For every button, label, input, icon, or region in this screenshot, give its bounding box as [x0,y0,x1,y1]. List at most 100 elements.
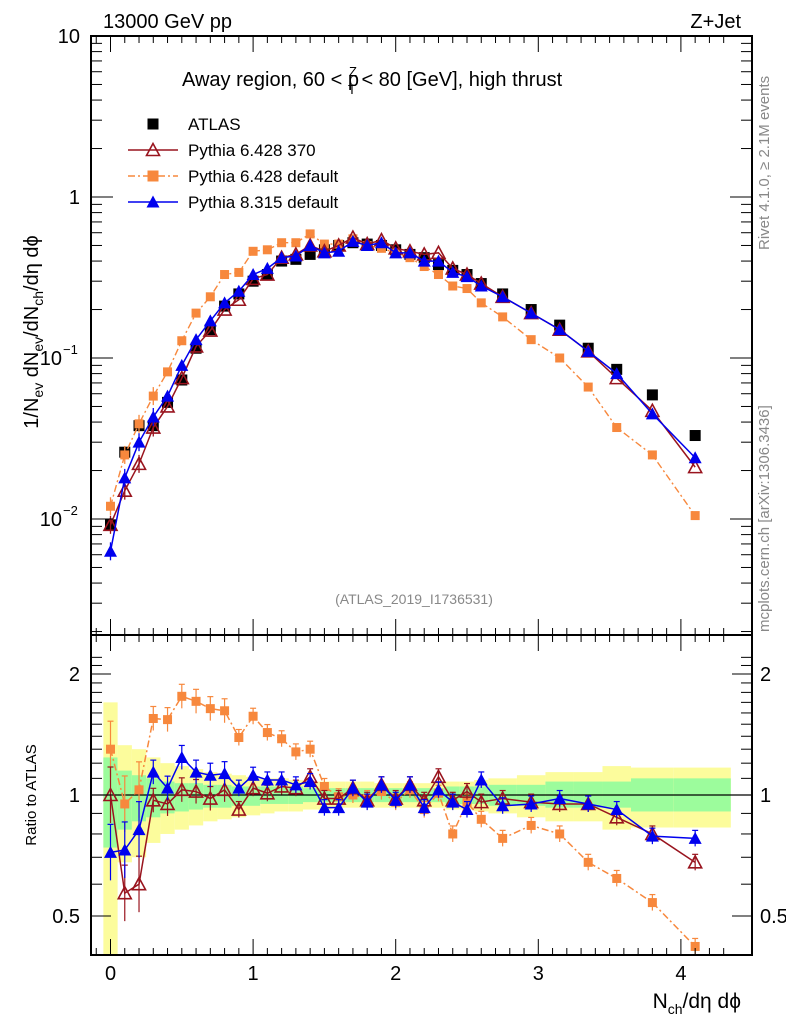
ratio-point [148,713,158,723]
ratio-point [245,779,261,795]
ratio-point [688,831,702,844]
ratio-point [145,792,162,807]
legend-label: Pythia 8.315 default [188,193,339,212]
ratio-point [273,778,290,793]
title-sup: Z [349,64,357,79]
data-point [220,270,230,280]
ratio-point [161,781,175,794]
ratio-point [202,790,219,805]
data-point [175,358,189,371]
legend-marker [147,170,159,182]
data-point [145,419,162,434]
title-pre: Away region, 60 < p [182,69,359,91]
data-point [431,254,445,267]
legend-marker [145,141,161,157]
ratio-point [132,823,146,836]
ratio-point [346,781,360,794]
ratio-point [104,845,117,858]
data-point [433,270,443,280]
ratio-point [496,799,510,812]
ratio-point [647,898,657,908]
data-point [260,261,274,274]
ratio-point [248,711,258,721]
data-point [173,369,190,385]
analysis-id: (ATLAS_2019_I1736531) [335,591,493,607]
ratio-point [163,715,173,725]
ratio-point [189,765,203,778]
ratio-point [260,773,274,786]
legend-item: Pythia 8.315 default [128,193,339,212]
data-point [118,471,132,484]
ratio-point [305,744,315,754]
ratio-point [220,706,230,716]
data-point [163,367,173,377]
legend: ATLAS Pythia 6.428 370 Pythia 6.428 defaul… [128,115,339,212]
data-point [690,511,700,521]
ratio-point [476,814,486,824]
ratio-point [173,781,190,797]
ratio-series-group [102,683,704,955]
data-point [645,407,659,420]
ratio-tick-label-right: 1 [760,785,771,807]
ratio-point [131,876,147,891]
data-point [496,290,510,303]
data-point [248,246,258,256]
ratio-point [581,797,595,810]
ratio-point [448,829,458,839]
ratio-point [232,781,246,794]
ratio-point [218,767,232,780]
ratio-point [146,765,160,778]
data-point [374,236,388,249]
series-line [109,233,696,516]
ratio-point [317,801,331,814]
data-point [246,268,260,281]
data-point [583,382,593,392]
series-line [109,240,696,552]
ratio-point [319,781,329,791]
ratio-tick-label-right: 2 [760,664,771,686]
series-pythia-6-428-370 [102,229,704,534]
data-point [389,246,403,259]
mcplots-info: mcplots.cern.ch [arXiv:1306.3436] [756,405,773,632]
data-point [216,301,233,316]
ratio-point [374,778,388,791]
ratio-point [460,803,474,816]
data-point [462,284,472,294]
ratio-point [134,785,144,795]
header-left: 13000 GeV pp [103,11,232,33]
ratio-point [403,778,417,791]
data-point [334,239,344,249]
ratio-point [583,857,593,867]
y-tick-label: 10 [40,348,62,370]
data-point [446,265,460,278]
ratio-point [553,792,567,805]
data-point [205,292,215,302]
data-point [247,275,259,287]
data-point [161,389,175,402]
ratio-point [446,795,460,808]
ratio-point [106,744,115,754]
data-point [189,333,203,346]
data-point [102,516,119,532]
ratio-tick-label-left: 1 [69,785,80,807]
ratio-point [188,783,204,798]
ratio-point [498,833,508,843]
data-point [218,296,232,309]
ratio-point [610,803,624,816]
ratio-point [120,799,130,809]
data-point [346,234,360,247]
data-point [291,238,301,248]
series-pythia-6-428-default [106,229,700,521]
data-point [259,266,276,281]
ratio-point [474,773,488,786]
x-tick-label: 3 [533,963,544,985]
data-point [106,501,115,511]
data-point [524,306,538,319]
data-point [262,245,272,255]
ratio-point [159,795,176,811]
data-point [317,246,331,259]
data-point [148,391,158,401]
data-point [146,410,160,423]
data-point [332,244,346,257]
x-axis-label: Nch/dη dϕ [653,990,741,1017]
